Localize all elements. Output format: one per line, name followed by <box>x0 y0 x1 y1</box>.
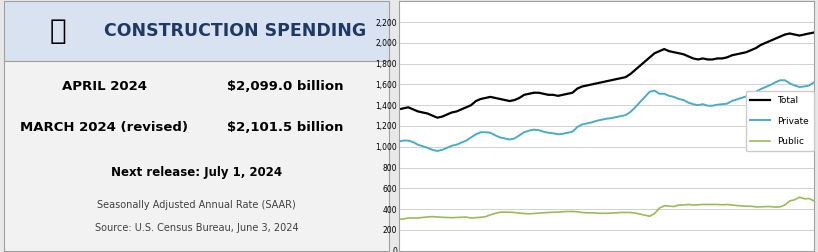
Private <box>775 79 785 82</box>
Total <box>393 108 403 111</box>
Private <box>573 125 582 129</box>
Text: Next release: July 1, 2024: Next release: July 1, 2024 <box>110 166 282 179</box>
Private <box>433 149 443 152</box>
FancyBboxPatch shape <box>4 1 389 61</box>
Public <box>601 212 611 215</box>
Text: Source: U.S. Census Bureau, June 3, 2024: Source: U.S. Census Bureau, June 3, 2024 <box>95 223 299 233</box>
Public <box>809 199 818 202</box>
Total <box>490 97 500 100</box>
Text: MARCH 2024 (revised): MARCH 2024 (revised) <box>20 121 188 134</box>
Total <box>606 79 616 82</box>
Private <box>393 140 403 143</box>
Text: 🚜: 🚜 <box>50 17 66 45</box>
Private <box>809 81 818 84</box>
Public <box>568 210 578 213</box>
Public <box>515 212 524 215</box>
Text: CONSTRUCTION SPENDING: CONSTRUCTION SPENDING <box>104 22 366 40</box>
FancyBboxPatch shape <box>4 61 389 251</box>
Text: $2,101.5 billion: $2,101.5 billion <box>227 121 343 134</box>
Private <box>606 117 616 120</box>
Total <box>433 116 443 119</box>
Total <box>736 52 746 55</box>
Public <box>732 204 742 207</box>
Total <box>519 93 529 96</box>
Total <box>573 87 582 90</box>
Private <box>736 97 746 100</box>
Text: $2,099.0 billion: $2,099.0 billion <box>227 80 343 92</box>
Total <box>809 31 818 34</box>
Public <box>794 196 804 199</box>
Private <box>466 136 476 139</box>
Total <box>466 104 476 107</box>
Line: Private: Private <box>398 80 814 151</box>
Line: Public: Public <box>398 197 814 219</box>
Legend: Total, Private, Public: Total, Private, Public <box>746 91 814 151</box>
Text: APRIL 2024: APRIL 2024 <box>61 80 146 92</box>
Text: Seasonally Adjusted Annual Rate (SAAR): Seasonally Adjusted Annual Rate (SAAR) <box>97 200 296 210</box>
Line: Total: Total <box>398 33 814 118</box>
Private <box>519 131 529 134</box>
Private <box>490 134 500 137</box>
Public <box>461 215 471 218</box>
Public <box>393 217 403 220</box>
Public <box>485 213 495 216</box>
